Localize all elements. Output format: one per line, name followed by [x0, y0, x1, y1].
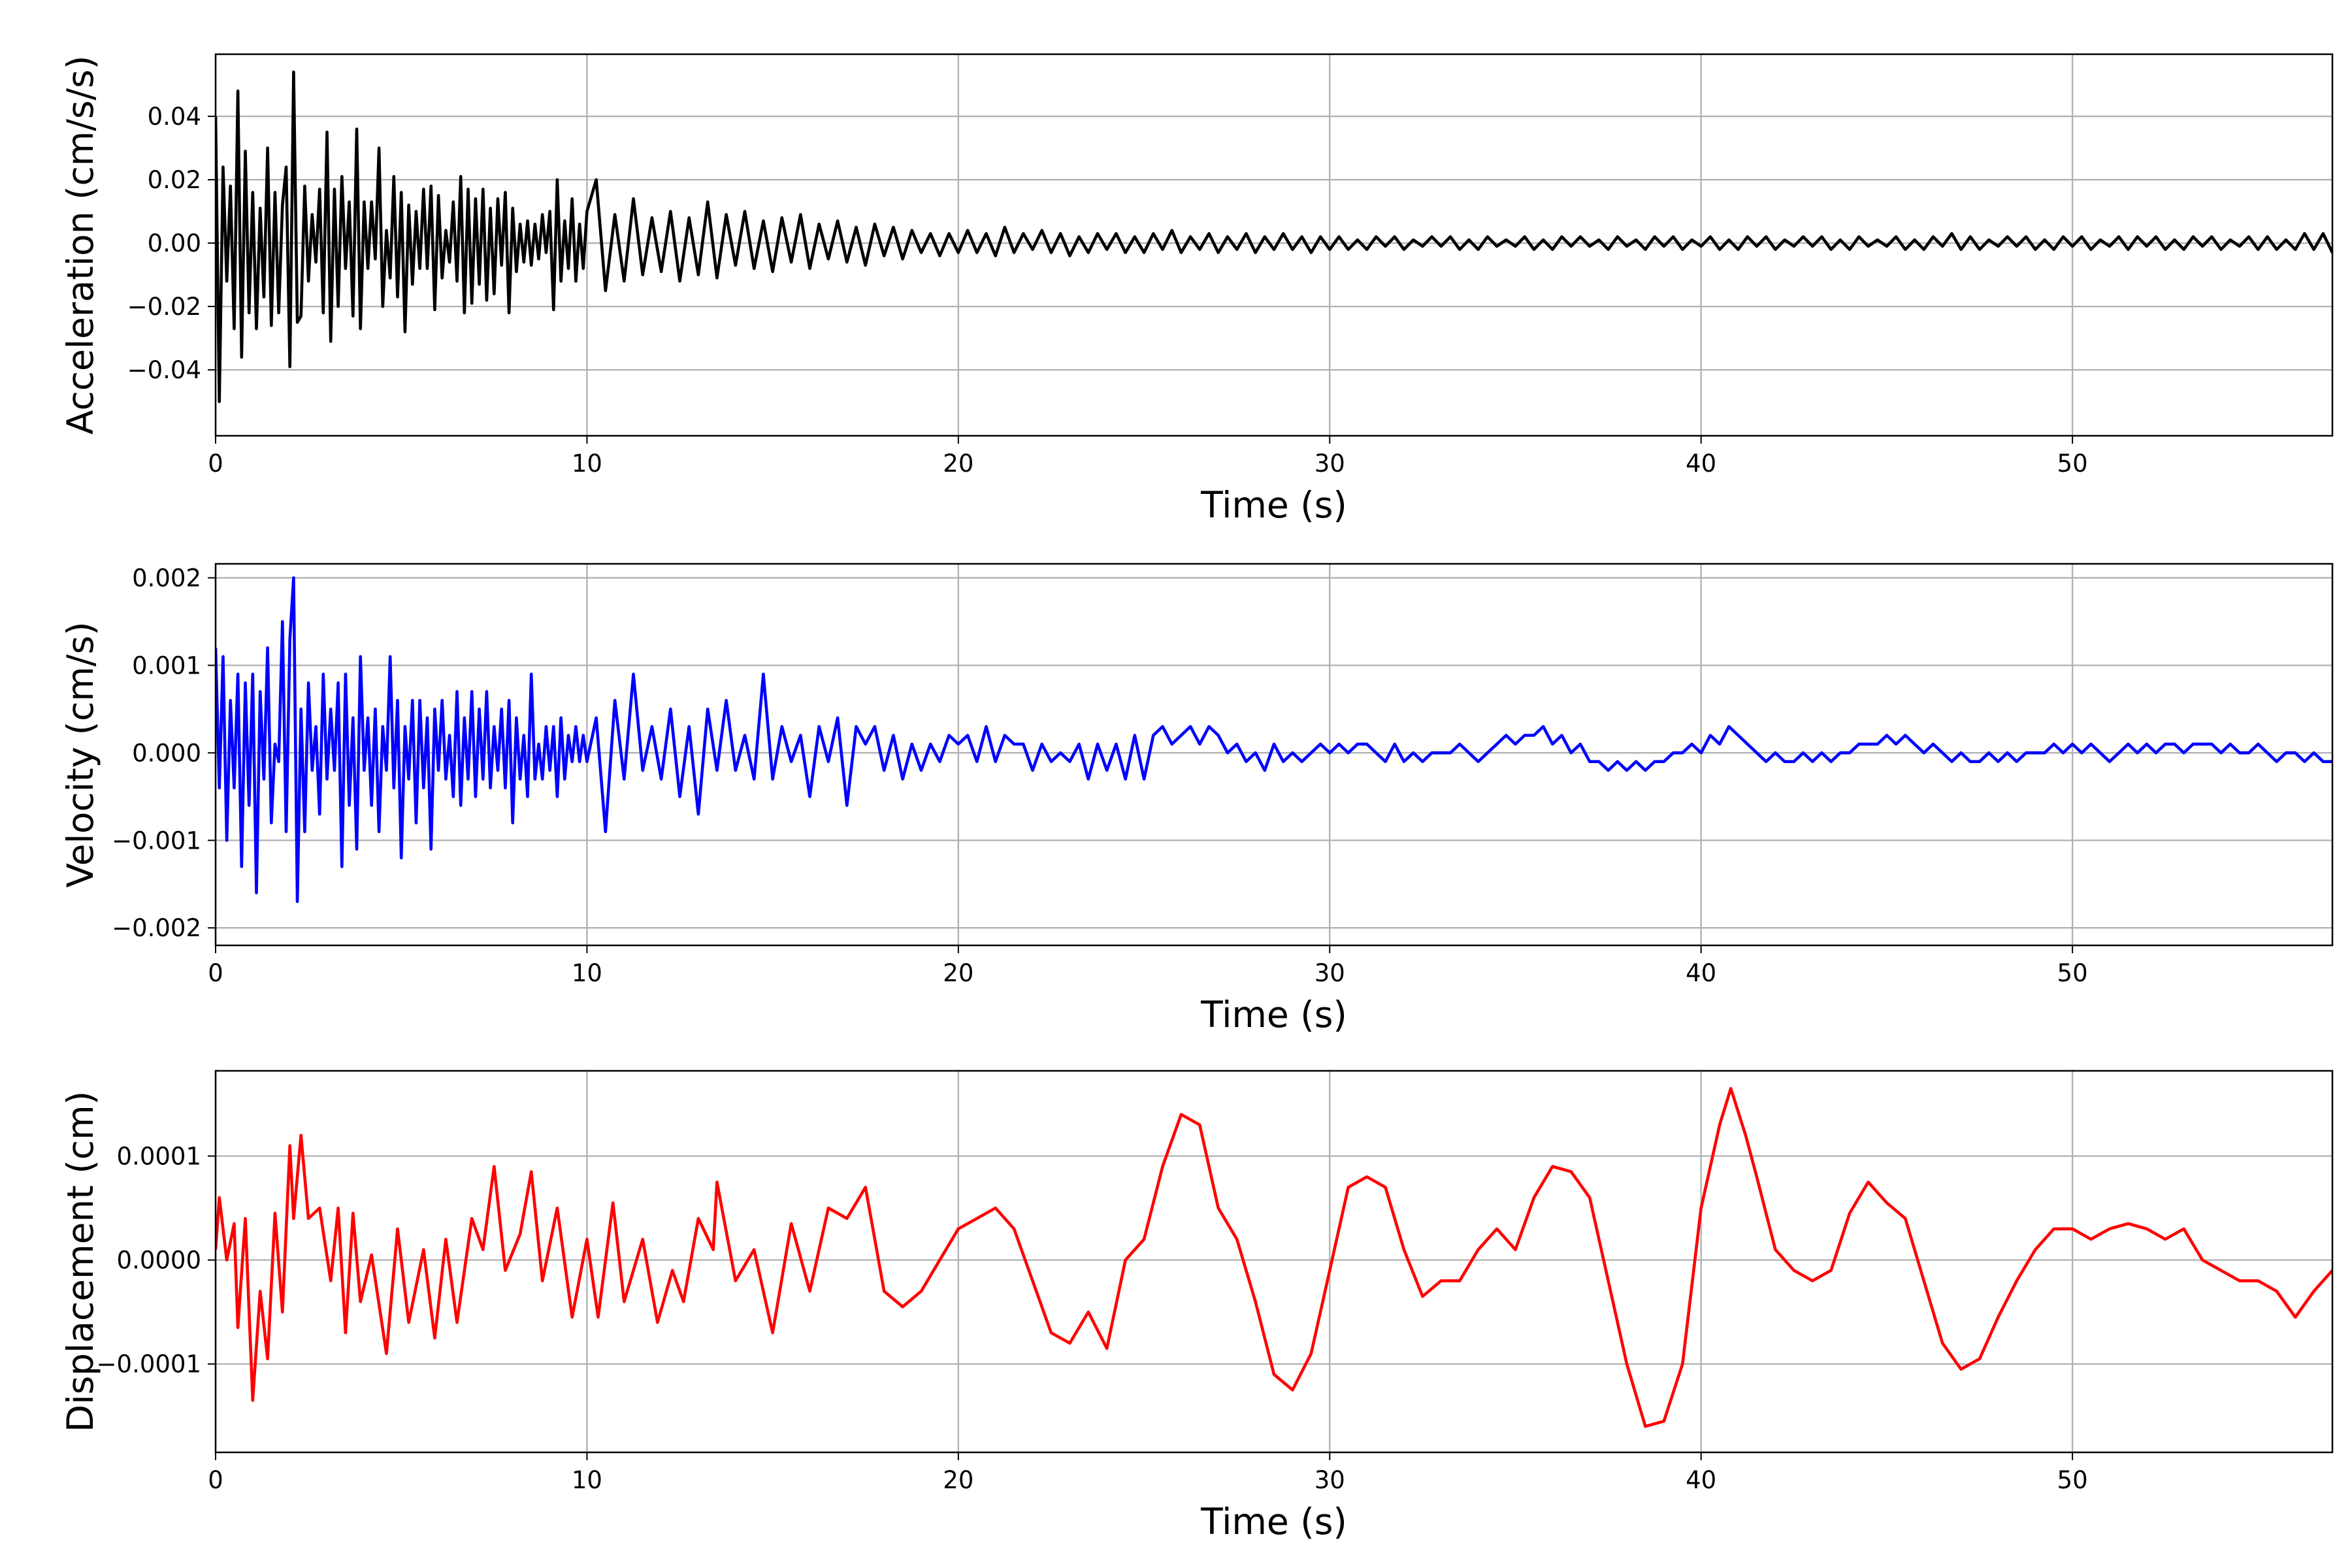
axes-frame — [214, 563, 2334, 947]
x-tick-label: 20 — [943, 449, 973, 478]
x-tick-label: 10 — [572, 1466, 602, 1494]
displacement-subplot: 0 10 20 30 40 50 −0.0001 0.0000 0.0001 Time (s) Di… — [59, 1070, 2334, 1543]
x-tick-label: 20 — [943, 1466, 973, 1494]
acceleration-series-line — [216, 70, 2332, 403]
y-tick-label: 0.000 — [132, 739, 201, 767]
x-tick-label: 40 — [1686, 449, 1716, 478]
x-tick-label: 50 — [2057, 959, 2088, 987]
y-tick-label: 0.04 — [148, 103, 201, 131]
y-tick-label: −0.02 — [127, 293, 201, 321]
axes-frame — [214, 53, 2334, 437]
y-tick-label: 0.00 — [148, 229, 201, 257]
x-tick-label: 40 — [1686, 959, 1716, 987]
velocity-subplot: 0 10 20 30 40 50 −0.002 −0.001 0.000 0.001 0.002 Ti… — [59, 563, 2334, 1036]
x-tick-label: 40 — [1686, 1466, 1716, 1494]
y-axis-label: Velocity (cm/s) — [59, 621, 101, 887]
y-tick-label: 0.001 — [132, 651, 201, 679]
y-tick-label: −0.0001 — [97, 1350, 201, 1379]
y-tick-label: 0.0000 — [117, 1247, 201, 1275]
x-tick-label: 30 — [1315, 449, 1345, 478]
x-tick-label: 30 — [1315, 1466, 1345, 1494]
displacement-series-line — [216, 1086, 2332, 1428]
y-tick-label: −0.002 — [112, 914, 201, 942]
x-axis-label: Time (s) — [1200, 994, 1347, 1036]
y-tick-label: 0.0001 — [117, 1142, 201, 1170]
x-tick-label: 50 — [2057, 1466, 2088, 1494]
x-tick-label: 50 — [2057, 449, 2088, 478]
x-axis-label: Time (s) — [1200, 1501, 1347, 1543]
y-tick-label: 0.02 — [148, 166, 201, 194]
x-tick-label: 10 — [572, 959, 602, 987]
y-tick-label: −0.04 — [127, 356, 201, 384]
y-tick-label: −0.001 — [112, 826, 201, 855]
x-tick-label: 0 — [208, 959, 223, 987]
acceleration-subplot: 0 10 20 30 40 50 −0.04 −0.02 0.00 0.02 0.04 Time (s… — [59, 53, 2334, 526]
y-tick-label: 0.002 — [132, 564, 201, 592]
x-tick-label: 0 — [208, 1466, 223, 1494]
velocity-series-line — [216, 576, 2332, 904]
x-tick-label: 0 — [208, 449, 223, 478]
y-axis-label: Acceleration (cm/s/s) — [59, 56, 101, 434]
x-tick-label: 30 — [1315, 959, 1345, 987]
axes-frame — [214, 1070, 2334, 1454]
x-tick-label: 10 — [572, 449, 602, 478]
x-axis-label: Time (s) — [1200, 484, 1347, 526]
y-axis-label: Displacement (cm) — [59, 1091, 101, 1432]
x-tick-label: 20 — [943, 959, 973, 987]
